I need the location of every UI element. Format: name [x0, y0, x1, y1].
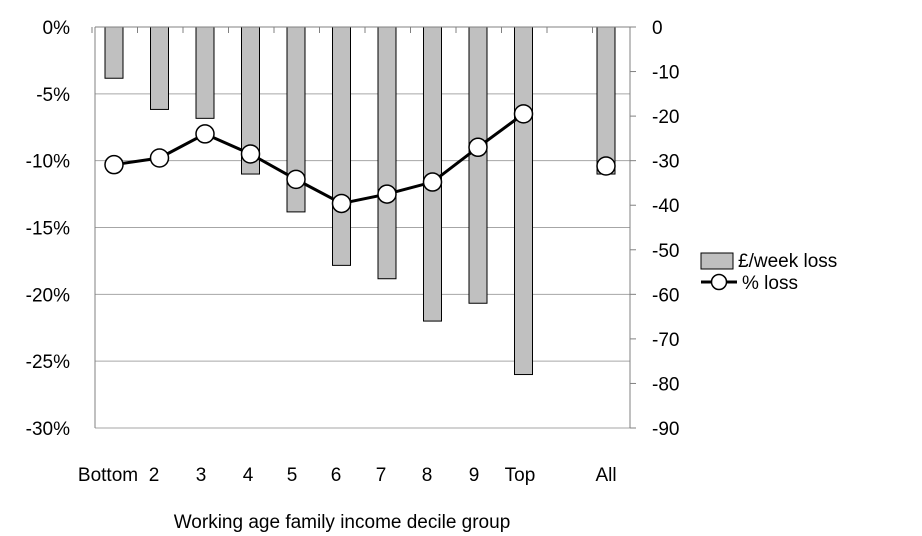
gridlines	[95, 26, 630, 429]
x-tick-label: 2	[149, 465, 160, 486]
left-tick-label: -25%	[26, 352, 70, 373]
right-tick-label: -80	[652, 374, 679, 395]
line-marker	[286, 169, 306, 190]
left-tick-label: -20%	[26, 285, 70, 306]
right-tick-label: -10	[652, 63, 679, 84]
x-tick-label: 4	[243, 465, 254, 486]
left-tick-label: -10%	[26, 152, 70, 173]
line-marker	[195, 124, 215, 144]
bar	[150, 26, 169, 110]
right-tick-label: -50	[652, 241, 679, 262]
line-marker	[596, 156, 616, 176]
left-tick-label: -30%	[26, 419, 70, 440]
right-tick-label: -90	[652, 419, 679, 440]
x-tick-label: 3	[196, 465, 207, 486]
right-tick-label: -60	[652, 285, 679, 306]
line-marker	[468, 137, 488, 158]
bar	[377, 26, 397, 280]
line-series	[104, 104, 616, 214]
line-marker	[331, 193, 352, 214]
legend: £/week loss % loss	[700, 251, 837, 294]
line-path	[113, 112, 525, 206]
right-tick-label: -40	[652, 196, 679, 217]
bar	[514, 26, 533, 376]
x-tick-label: Bottom	[78, 465, 138, 486]
x-tick-label: Top	[505, 465, 536, 486]
bar	[332, 26, 351, 266]
bar	[468, 26, 488, 304]
bar	[195, 26, 215, 119]
bar	[104, 26, 124, 79]
x-tick-label: 5	[287, 465, 298, 486]
x-tick-label: 7	[376, 465, 387, 486]
line-marker	[104, 154, 124, 175]
x-tick-label: 9	[469, 465, 480, 486]
line-marker	[377, 184, 397, 204]
left-tick-label: -15%	[26, 219, 70, 240]
left-axis-ticks: 0% -5% -10% -15% -20% -25% -30%	[26, 18, 70, 440]
right-tick-label: 0	[652, 18, 663, 39]
x-axis-ticks: Bottom 2 3 4 5 6 7 8 9 Top All	[78, 465, 617, 486]
x-tick-label: 8	[422, 465, 433, 486]
right-axis-ticks: 0 -10 -20 -30 -40 -50 -60 -70 -80 -90	[652, 18, 679, 440]
x-axis-title: Working age family income decile group	[174, 512, 511, 533]
right-tick-label: -20	[652, 107, 679, 128]
right-tick-label: -30	[652, 152, 679, 173]
line-marker	[422, 172, 443, 192]
x-tick-label: 6	[331, 465, 342, 486]
bar	[596, 26, 616, 175]
line-marker	[513, 104, 534, 124]
left-tick-label: -5%	[36, 85, 70, 106]
axes	[91, 26, 636, 429]
left-tick-label: 0%	[43, 18, 71, 39]
legend-line-label: % loss	[742, 273, 798, 294]
line-marker	[149, 148, 170, 168]
x-tick-label: All	[595, 465, 616, 486]
right-tick-label: -70	[652, 330, 679, 351]
line-marker	[240, 144, 261, 164]
legend-bar-label: £/week loss	[738, 251, 837, 272]
legend-line-marker	[710, 273, 728, 291]
legend-bar-swatch	[700, 252, 734, 270]
